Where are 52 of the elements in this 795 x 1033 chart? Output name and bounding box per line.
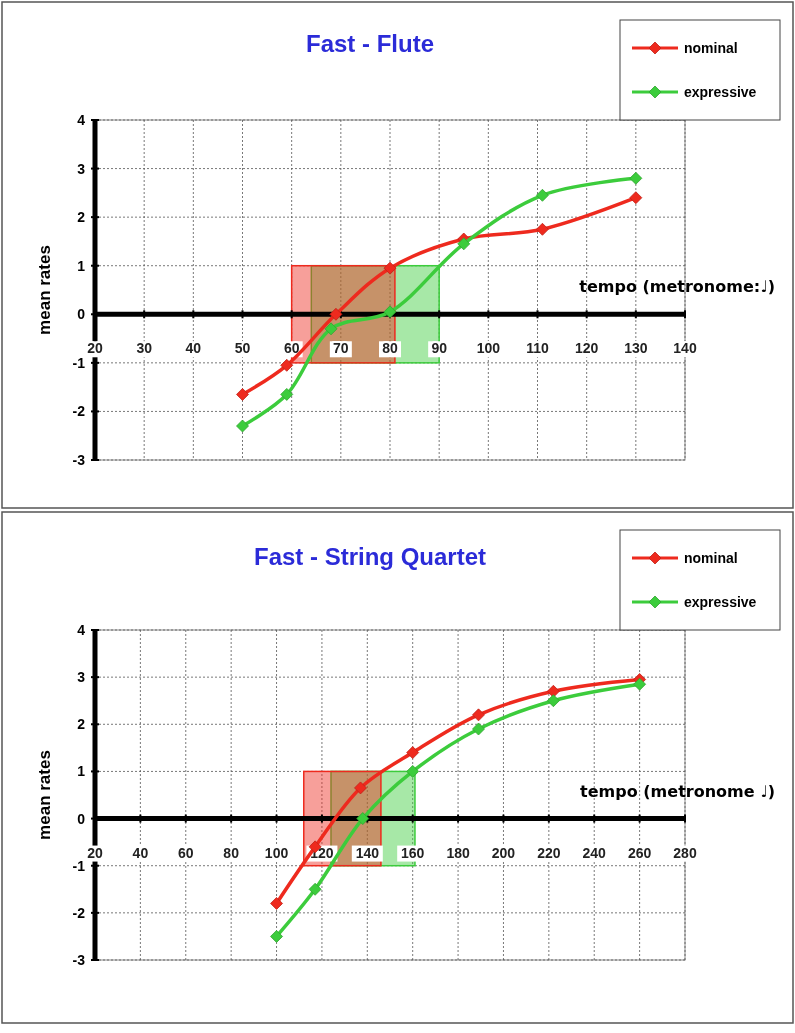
legend-label: expressive	[684, 84, 757, 100]
x-tick-label: 100	[476, 340, 501, 357]
y-tick-label: 2	[77, 209, 86, 226]
x-tick-label: 30	[136, 340, 153, 357]
x-tick-label: 260	[627, 844, 652, 861]
y-axis-title: mean rates	[35, 750, 54, 840]
x-tick-label: 20	[87, 844, 103, 861]
x-tick-label: 140	[355, 844, 380, 861]
x-tick-label: 200	[491, 844, 516, 861]
y-tick-label: 3	[77, 669, 86, 686]
x-tick-label: 220	[537, 844, 561, 861]
x-tick-label: 60	[283, 340, 300, 357]
y-tick-label: 3	[77, 160, 86, 177]
y-tick-label: -1	[72, 354, 86, 371]
x-tick-label: 60	[177, 844, 194, 861]
y-tick-label: -3	[72, 952, 86, 968]
x-tick-label: 20	[87, 340, 103, 357]
x-tick-label: 110	[526, 340, 549, 357]
x-tick-label: 140	[673, 340, 697, 357]
x-tick-label: 100	[264, 844, 289, 861]
chart-title: Fast - Flute	[305, 30, 435, 57]
x-axis-title: tempo (metronome:♩)	[579, 277, 775, 297]
x-tick-label: 50	[234, 340, 251, 357]
y-tick-label: -2	[72, 904, 86, 921]
x-tick-label: 120	[574, 340, 599, 357]
x-tick-label: 280	[673, 844, 697, 861]
x-tick-label: 80	[382, 340, 398, 357]
legend-label: nominal	[684, 40, 738, 56]
y-tick-label: 1	[77, 763, 86, 780]
x-tick-label: 160	[401, 844, 425, 861]
y-tick-label: 1	[77, 257, 86, 274]
x-tick-label: 80	[223, 844, 240, 861]
chart-title: Fast - String Quartet	[253, 543, 487, 570]
x-axis-title: tempo (metronome ♩)	[580, 781, 775, 801]
y-tick-label: 4	[77, 112, 86, 128]
y-tick-label: 0	[77, 810, 86, 827]
x-tick-label: 40	[185, 340, 202, 357]
y-tick-label: -1	[72, 857, 86, 874]
x-tick-label: 180	[446, 844, 470, 861]
y-axis-title: mean rates	[35, 245, 54, 335]
y-tick-label: 4	[77, 622, 86, 638]
y-tick-label: -2	[72, 403, 86, 420]
x-tick-label: 130	[624, 340, 648, 357]
y-tick-label: 2	[77, 716, 86, 733]
y-tick-label: -3	[72, 452, 86, 468]
x-tick-label: 240	[582, 844, 607, 861]
x-tick-label: 70	[333, 340, 349, 357]
legend-label: expressive	[684, 594, 757, 610]
x-tick-label: 90	[431, 340, 448, 357]
x-tick-label: 40	[132, 844, 149, 861]
legend-label: nominal	[684, 550, 738, 566]
y-tick-label: 0	[77, 306, 86, 323]
